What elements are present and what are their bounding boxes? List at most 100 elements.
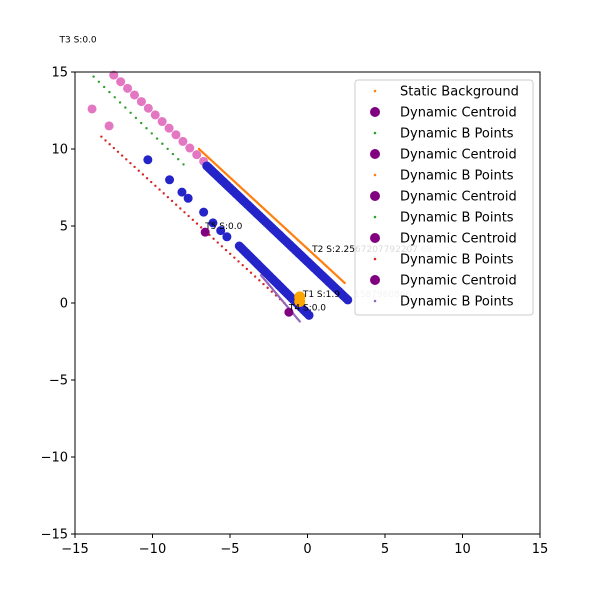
series-2 — [100, 135, 286, 305]
data-point — [113, 96, 116, 99]
data-point — [171, 130, 181, 140]
data-point — [249, 271, 253, 274]
data-point — [139, 121, 143, 125]
legend-label: Dynamic B Points — [400, 127, 514, 142]
data-point — [102, 85, 106, 89]
data-point — [136, 97, 146, 107]
data-point — [195, 222, 199, 225]
x-tick-label: 0 — [303, 542, 311, 557]
data-point — [171, 152, 175, 156]
legend-label: Dynamic Centroid — [400, 106, 517, 121]
series-10 — [294, 291, 306, 307]
x-tick-label: 10 — [454, 542, 471, 557]
legend-label: Dynamic Centroid — [400, 190, 517, 205]
series-8 — [143, 155, 232, 242]
data-point — [343, 295, 353, 305]
legend-marker — [370, 233, 380, 243]
legend-marker — [373, 299, 377, 303]
data-point — [92, 75, 95, 78]
x-tick-label: 15 — [532, 542, 549, 557]
data-point — [145, 177, 149, 180]
data-point — [108, 143, 111, 146]
axis-ticks: −15 −10 −5 0 5 10 15 −15 −10 −5 0 5 10 15 — [41, 66, 549, 558]
y-tick-label: −5 — [49, 374, 68, 389]
legend-label: Dynamic B Points — [400, 169, 514, 184]
legend-label: Dynamic Centroid — [400, 274, 517, 289]
data-point — [304, 310, 314, 320]
data-point — [270, 290, 273, 293]
data-point — [192, 150, 202, 160]
data-point — [216, 241, 219, 244]
legend-item: Dynamic Centroid — [370, 106, 517, 121]
y-tick-label: 10 — [51, 143, 68, 158]
data-point — [233, 256, 236, 259]
x-tick-label: −10 — [139, 542, 166, 557]
data-point — [294, 291, 306, 303]
data-point — [129, 111, 132, 114]
legend-label: Dynamic B Points — [400, 211, 514, 226]
legend-marker — [373, 131, 377, 135]
data-point — [141, 173, 145, 176]
legend-item: Dynamic B Points — [373, 127, 514, 142]
data-point — [237, 260, 240, 263]
data-point — [177, 158, 180, 161]
data-point — [177, 187, 187, 197]
annotation-label: T5 S:0.0 — [204, 222, 242, 232]
data-point — [179, 207, 182, 210]
data-point — [150, 110, 160, 120]
legend-item: Dynamic Centroid — [370, 232, 517, 247]
data-point — [124, 106, 127, 109]
legend-box — [354, 79, 534, 316]
data-point — [145, 127, 148, 130]
data-point — [137, 169, 140, 172]
data-point — [199, 207, 209, 217]
data-point — [118, 101, 122, 104]
data-point — [97, 80, 101, 83]
data-point — [87, 104, 97, 114]
data-point — [222, 232, 232, 242]
data-point — [161, 142, 164, 145]
data-point — [125, 158, 128, 161]
data-point — [183, 211, 186, 214]
data-point — [178, 136, 188, 146]
data-point — [212, 237, 215, 240]
annotation-label: T1 S:1.9 — [302, 290, 340, 300]
data-point — [245, 267, 249, 271]
legend-item: Static Background — [373, 85, 519, 100]
legend-marker — [373, 173, 377, 177]
data-point — [187, 214, 190, 218]
data-point — [166, 147, 169, 151]
legend-marker — [370, 107, 380, 117]
series-0 — [197, 147, 346, 285]
data-point — [162, 192, 165, 195]
data-point — [123, 83, 133, 93]
x-tick-label: 5 — [381, 542, 389, 557]
data-point — [200, 227, 210, 237]
legend-item: Dynamic B Points — [373, 295, 514, 310]
data-point — [183, 193, 193, 203]
series-5 — [87, 104, 114, 131]
data-point — [143, 155, 153, 165]
data-point — [155, 137, 159, 140]
data-point — [154, 184, 157, 188]
data-point — [220, 245, 224, 248]
data-point — [298, 320, 301, 323]
data-point — [150, 180, 153, 184]
legend-item: Dynamic B Points — [373, 169, 514, 184]
y-tick-label: 15 — [51, 66, 68, 81]
data-point — [166, 195, 170, 199]
legend-marker — [373, 215, 377, 219]
legend-label: Static Background — [400, 85, 519, 100]
series-4 — [109, 70, 209, 166]
data-point — [253, 275, 257, 278]
data-point — [100, 135, 103, 138]
data-point — [109, 70, 119, 80]
data-point — [120, 154, 124, 157]
data-point — [266, 286, 269, 290]
data-point — [229, 252, 232, 256]
data-point — [150, 132, 153, 135]
legend-label: Dynamic Centroid — [400, 148, 517, 163]
annotation-label: T4 S:0.0 — [288, 304, 326, 314]
x-tick-label: −5 — [220, 542, 239, 557]
